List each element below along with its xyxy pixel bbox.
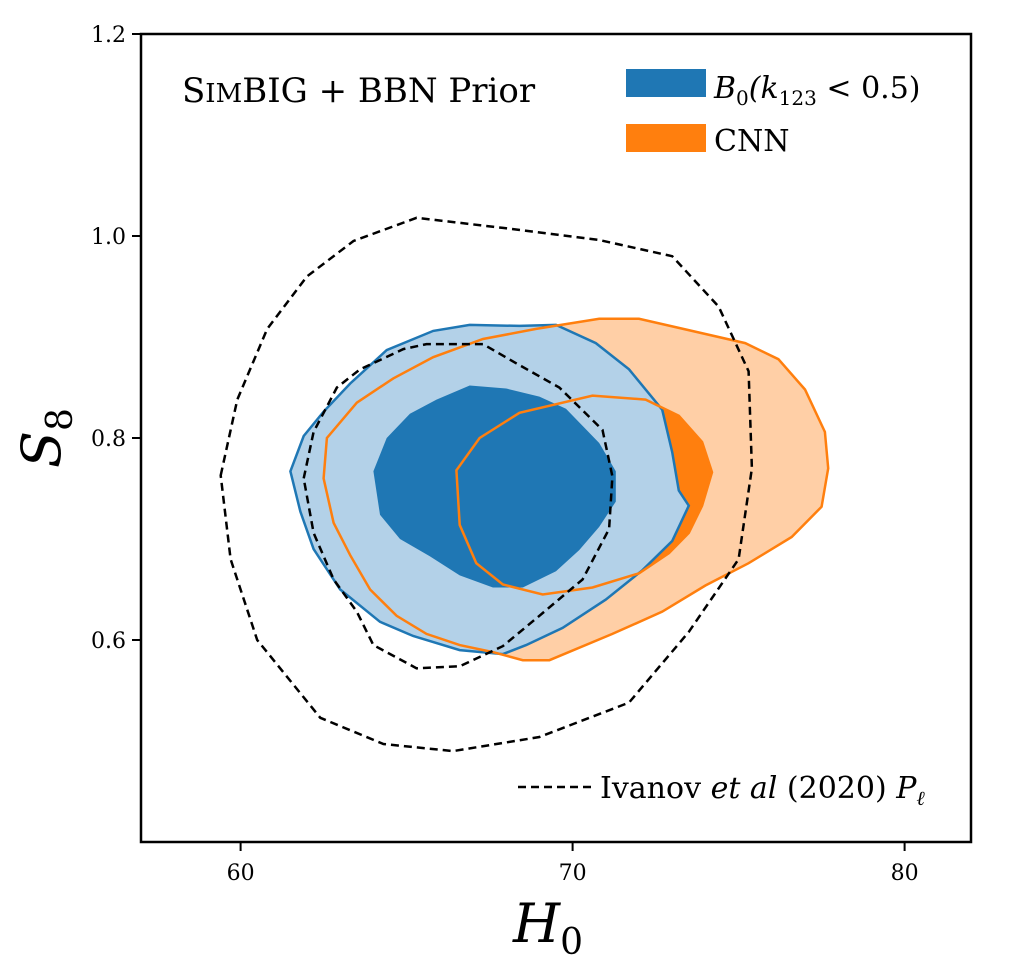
legend-blue-main: B (713, 71, 736, 106)
y-tick-label: 0.8 (91, 427, 126, 452)
y-tick-label: 1.0 (91, 225, 126, 250)
legend-blue-rest: < 0.5) (817, 71, 921, 106)
legend-dashed-sym: P (895, 771, 917, 806)
x-tick-label: 70 (559, 861, 587, 886)
legend-swatch-blue (626, 69, 706, 97)
y-axis-ticks: 0.6 0.8 1.0 1.2 (91, 23, 141, 654)
b0-outer-contour (289, 323, 691, 656)
legend-blue-sub: 0 (736, 86, 749, 110)
y-tick-label: 0.6 (91, 629, 126, 654)
x-axis-label-main: H (512, 892, 561, 955)
y-axis-label-sub: 8 (40, 408, 81, 431)
x-axis-ticks: 60 70 80 (227, 842, 919, 886)
x-axis-label: H0 (512, 892, 583, 963)
legend-dashed: Ivanov et al (2020) Pℓ (518, 771, 925, 810)
cnn-inner-contour (455, 394, 714, 596)
legend: B0(k123 < 0.5) CNN (626, 69, 920, 159)
title-lead-cap: S (182, 71, 205, 111)
y-tick-label: 1.2 (91, 23, 126, 48)
title-rest: BIG + BBN Prior (242, 71, 536, 111)
x-tick-label: 80 (891, 861, 919, 886)
contour-layer (219, 216, 830, 753)
legend-dashed-rest: (2020) (777, 771, 896, 806)
title-lead-small: IM (205, 79, 242, 109)
legend-dashed-italic: et al (711, 771, 778, 806)
legend-swatch-orange (626, 124, 706, 152)
chart-title: SIMBIG + BBN Prior (182, 71, 536, 111)
legend-label-orange: CNN (714, 124, 789, 159)
legend-blue-paren: (k (749, 71, 779, 106)
legend-dashed-sym-sub: ℓ (916, 786, 925, 810)
legend-blue-paren-sub: 123 (779, 86, 817, 110)
cnn-outer-contour (322, 317, 830, 662)
y-axis-label: S8 (10, 408, 81, 468)
ivanov-inner-contour (302, 342, 614, 670)
legend-dashed-lead: Ivanov (600, 771, 711, 806)
legend-label-blue: B0(k123 < 0.5) (713, 71, 920, 110)
b0-95-region (373, 385, 616, 588)
ivanov-outer-contour (219, 216, 754, 753)
y-axis-label-main: S (10, 431, 73, 468)
x-axis-label-sub: 0 (560, 922, 583, 963)
legend-dashed-label: Ivanov et al (2020) Pℓ (600, 771, 925, 810)
x-tick-label: 60 (227, 861, 255, 886)
